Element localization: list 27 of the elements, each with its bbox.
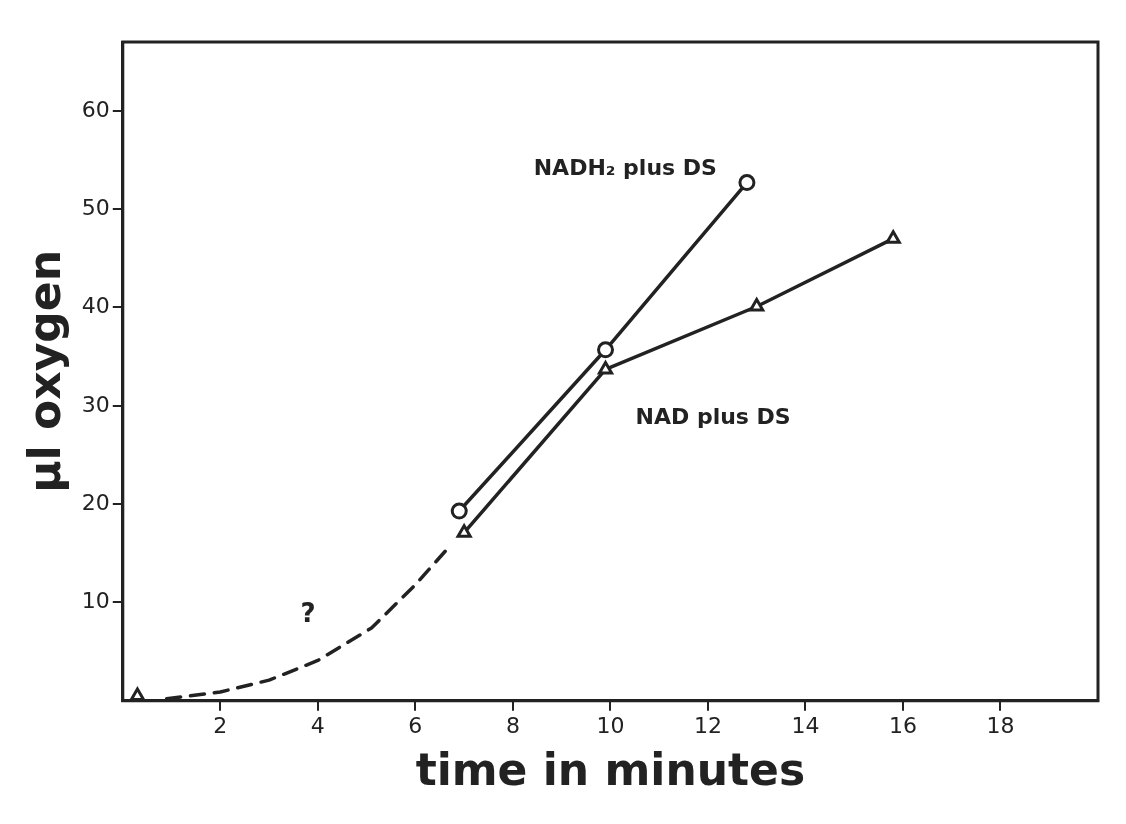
- x-tick-label: 16: [888, 712, 917, 738]
- series-label: NAD plus DS: [635, 404, 791, 430]
- x-tick-label: 2: [213, 712, 228, 738]
- x-tick-label: 10: [596, 712, 625, 738]
- point: [450, 502, 468, 520]
- point: [456, 524, 472, 538]
- y-tick-label: 30: [81, 391, 110, 417]
- y-tick-label: 50: [81, 194, 110, 220]
- x-tick-label: 8: [505, 712, 520, 738]
- point: [885, 230, 901, 244]
- point: [597, 360, 614, 375]
- y-tick-label: 10: [81, 588, 110, 614]
- x-tick-label: 6: [408, 712, 423, 738]
- annotation: ?: [300, 597, 316, 628]
- x-tick-label: 4: [310, 712, 325, 738]
- x-axis-title: time in minutes: [415, 744, 806, 796]
- y-axis-title: µl oxygen: [18, 250, 70, 493]
- x-tick-label: 18: [986, 712, 1015, 738]
- y-tick-label: 20: [81, 489, 110, 515]
- point: [749, 298, 765, 312]
- series-label: NADH₂ plus DS: [533, 154, 717, 180]
- point: [738, 174, 756, 192]
- x-tick-label: 12: [693, 712, 722, 738]
- point: [597, 341, 615, 359]
- y-tick-label: 60: [81, 96, 110, 122]
- x-tick-label: 14: [791, 712, 820, 738]
- y-tick-label: 40: [81, 293, 110, 319]
